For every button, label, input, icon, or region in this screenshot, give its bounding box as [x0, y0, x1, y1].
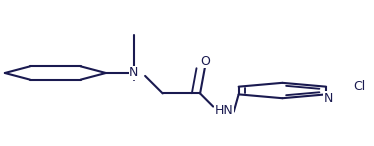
Text: O: O	[200, 55, 210, 68]
Text: N: N	[129, 66, 139, 80]
Text: HN: HN	[215, 104, 234, 118]
Text: N: N	[323, 92, 332, 105]
Text: Cl: Cl	[353, 80, 366, 93]
